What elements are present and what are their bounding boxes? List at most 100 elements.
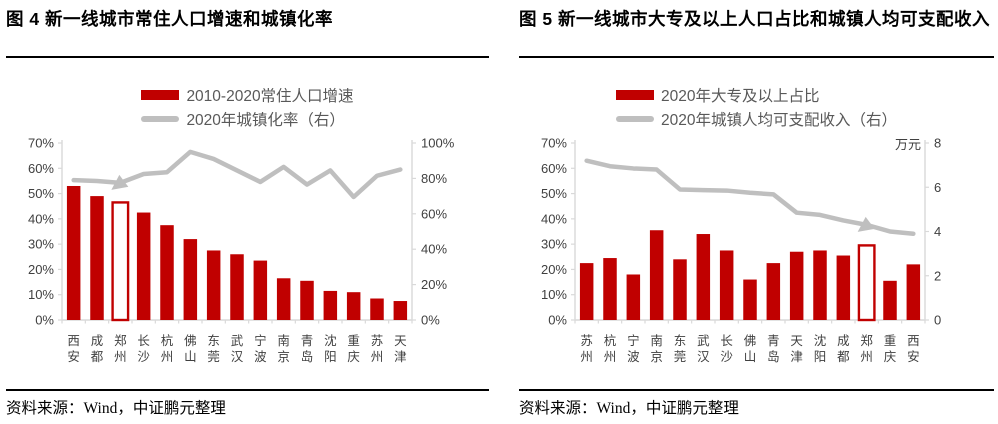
left-axis-label: 30% xyxy=(541,237,567,252)
line-series-swatch xyxy=(141,116,180,122)
city-label: 天津 xyxy=(394,334,407,364)
education-share-income-chart: 0% 10% 20% 30% 40% 50% 60% 70% 0 2 4 6 8 万元苏州杭州宁波南京东莞… xyxy=(541,137,941,364)
bar-highlighted xyxy=(111,201,130,322)
left-axis-label: 0% xyxy=(35,313,54,328)
left-axis-label: 20% xyxy=(541,262,567,277)
bar xyxy=(813,250,827,320)
bar xyxy=(766,263,781,320)
figure-4-legend: 2010-2020常住人口增速 2020年城镇化率（右） xyxy=(141,83,354,131)
legend-label: 2020年城镇人均可支配收入（右） xyxy=(661,112,897,129)
city-label: 西安 xyxy=(67,334,80,364)
city-label: 天津 xyxy=(790,334,803,364)
city-label: 沈阳 xyxy=(324,333,337,364)
left-axis-label: 70% xyxy=(28,137,54,151)
bar xyxy=(603,258,617,320)
figure-4-source-note: 资料来源：Wind，中证鹏元整理 xyxy=(6,389,489,424)
left-axis-label: 40% xyxy=(541,211,567,226)
city-label: 苏州 xyxy=(371,333,384,364)
bar xyxy=(136,212,151,320)
right-axis-label: 20% xyxy=(421,277,447,292)
bar xyxy=(836,255,851,320)
city-label: 杭州 xyxy=(604,333,617,364)
legend-item-bar: 2020年大专及以上占比 xyxy=(616,83,897,107)
city-label: 东莞 xyxy=(207,334,220,364)
bar xyxy=(579,263,594,320)
city-label: 武汉 xyxy=(231,334,244,364)
city-label: 沈阳 xyxy=(814,333,827,364)
bar xyxy=(883,280,897,320)
bar xyxy=(206,250,221,320)
line-series xyxy=(584,158,916,236)
figure-4-title: 图 4 新一线城市常住人口增速和城镇化率 xyxy=(6,0,489,58)
bar xyxy=(719,250,734,320)
line-series xyxy=(71,149,403,200)
bar xyxy=(743,279,757,320)
figure-4-panel: 图 4 新一线城市常住人口增速和城镇化率 2010-2020常住人口增速 202… xyxy=(6,0,489,424)
line-series-swatch xyxy=(616,116,654,122)
city-label: 南京 xyxy=(650,333,663,364)
city-label: 宁波 xyxy=(627,333,640,364)
right-axis-label: 8 xyxy=(934,137,941,151)
city-label: 郑州 xyxy=(860,333,873,364)
city-label: 宁波 xyxy=(254,333,267,364)
city-label: 佛山 xyxy=(184,334,197,364)
bar xyxy=(183,239,198,320)
bar-series-swatch xyxy=(616,90,654,100)
bar xyxy=(626,274,641,320)
city-label: 重庆 xyxy=(347,333,360,364)
right-axis-label: 4 xyxy=(934,224,941,239)
left-axis-label: 0% xyxy=(548,313,567,328)
city-label: 成都 xyxy=(91,334,104,364)
left-axis-label: 60% xyxy=(28,161,54,176)
city-label: 青岛 xyxy=(301,334,314,364)
bar xyxy=(230,254,244,320)
city-label: 长沙 xyxy=(720,334,733,364)
bar xyxy=(346,292,361,320)
city-label: 成都 xyxy=(837,334,850,364)
left-axis-label: 20% xyxy=(28,262,54,277)
left-axis-label: 10% xyxy=(28,287,54,302)
population-growth-urbanization-chart: 0% 10% 20% 30% 40% 50% 60% 70% 0% 20% 40% 60% 80% 100… xyxy=(28,137,455,364)
highlight-triangle-marker xyxy=(857,216,875,232)
right-axis-label: 0% xyxy=(421,313,440,328)
right-axis-label: 2 xyxy=(934,268,941,283)
left-axis-label: 10% xyxy=(541,287,567,302)
legend-item-line: 2020年城镇人均可支配收入（右） xyxy=(616,107,897,131)
right-axis-label: 0 xyxy=(934,313,941,328)
bar-series-swatch xyxy=(141,90,180,100)
bar xyxy=(393,301,408,320)
figure-5-panel: 图 5 新一线城市大专及以上人口占比和城镇人均可支配收入 2020年大专及以上占… xyxy=(499,0,998,424)
city-label: 青岛 xyxy=(767,334,780,364)
city-label: 东莞 xyxy=(674,334,687,364)
legend-label: 2020年大专及以上占比 xyxy=(661,88,820,105)
city-label: 重庆 xyxy=(884,333,897,364)
right-axis-label: 100% xyxy=(421,137,455,151)
city-label: 郑州 xyxy=(114,333,127,364)
legend-item-line: 2020年城镇化率（右） xyxy=(141,107,353,131)
left-axis-label: 50% xyxy=(28,186,54,201)
bar xyxy=(370,298,384,320)
bar xyxy=(696,234,711,320)
left-axis-label: 70% xyxy=(541,137,567,151)
figure-5-title: 图 5 新一线城市大专及以上人口占比和城镇人均可支配收入 xyxy=(519,0,994,58)
bar xyxy=(323,290,338,320)
bar xyxy=(649,230,664,320)
legend-item-bar: 2010-2020常住人口增速 xyxy=(141,83,354,107)
bar xyxy=(300,280,314,320)
legend-label: 2020年城镇化率（右） xyxy=(186,112,345,129)
bar xyxy=(90,196,104,320)
highlight-triangle-marker xyxy=(111,174,129,190)
left-axis-label: 40% xyxy=(28,211,54,226)
city-label: 南京 xyxy=(277,333,290,364)
figure-5-source-note: 资料来源：Wind，中证鹏元整理 xyxy=(519,389,994,424)
city-label: 佛山 xyxy=(744,334,757,364)
bar xyxy=(906,264,921,320)
legend-label: 2010-2020常住人口增速 xyxy=(186,88,354,105)
left-axis-label: 50% xyxy=(541,186,567,201)
right-axis-label: 40% xyxy=(421,242,447,257)
city-label: 杭州 xyxy=(161,333,174,364)
figure-5-legend: 2020年大专及以上占比 2020年城镇人均可支配收入（右） xyxy=(616,83,897,131)
right-axis-unit-label: 万元 xyxy=(895,137,921,152)
bar xyxy=(276,278,291,320)
